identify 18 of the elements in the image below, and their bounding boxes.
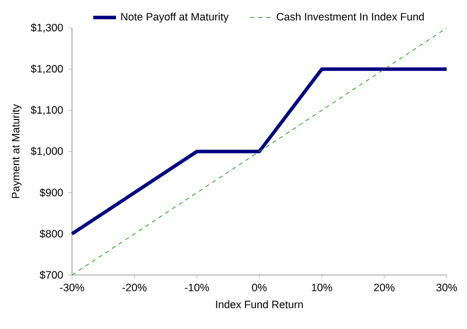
- y-axis-title: Payment at Maturity: [12, 104, 22, 198]
- y-tick-label: $1,200: [30, 64, 63, 74]
- legend-label: Cash Investment In Index Fund: [276, 12, 424, 21]
- x-tick-label: 10%: [312, 284, 332, 292]
- y-tick-label: $900: [40, 188, 63, 197]
- y-tick-label: $800: [40, 230, 63, 238]
- x-tick-label: -10%: [184, 284, 209, 292]
- y-tick-label: $1,100: [30, 106, 63, 115]
- x-tick-label: 20%: [374, 284, 394, 292]
- x-tick-label: -30%: [60, 284, 84, 292]
- y-tick-label: $700: [40, 270, 63, 280]
- y-tick-label: $1,300: [30, 23, 63, 33]
- x-tick-label: 30%: [436, 284, 457, 292]
- y-tick-label: $1,000: [30, 146, 63, 156]
- x-tick-label: 0%: [252, 284, 267, 292]
- legend-label: Note Payoff at Maturity: [121, 12, 229, 23]
- x-axis-title: Index Fund Return: [216, 300, 303, 308]
- x-tick-label: -20%: [122, 284, 147, 292]
